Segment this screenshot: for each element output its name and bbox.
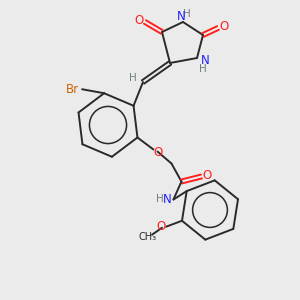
Text: N: N — [201, 53, 209, 67]
Text: H: H — [156, 194, 163, 203]
Text: N: N — [177, 11, 185, 23]
Text: O: O — [203, 169, 212, 182]
Text: Br: Br — [65, 83, 79, 96]
Text: O: O — [154, 146, 163, 159]
Text: H: H — [129, 73, 137, 83]
Text: N: N — [163, 193, 172, 206]
Text: O: O — [219, 20, 229, 32]
Text: CH₃: CH₃ — [139, 232, 157, 242]
Text: O: O — [134, 14, 144, 26]
Text: H: H — [183, 9, 191, 19]
Text: O: O — [156, 220, 166, 233]
Text: H: H — [199, 64, 207, 74]
